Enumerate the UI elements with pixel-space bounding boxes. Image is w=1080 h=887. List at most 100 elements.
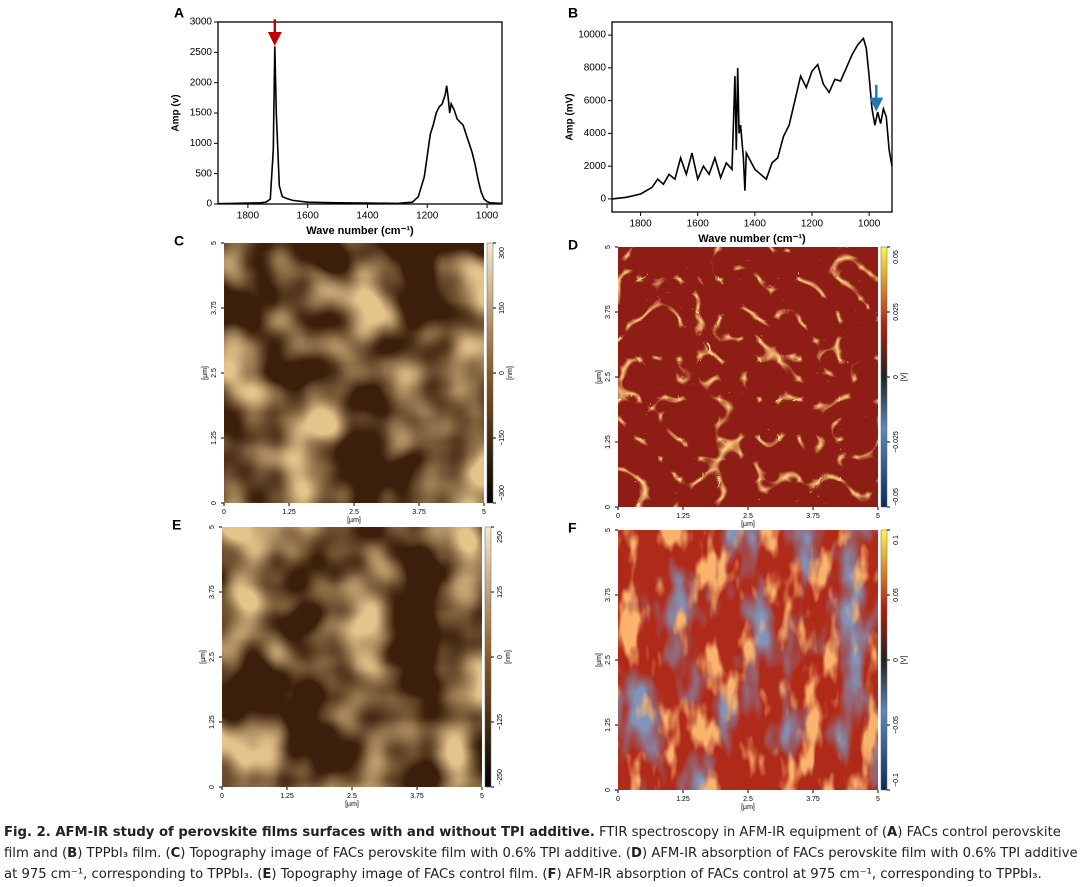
- colorbar-tick-label: −0.1: [893, 773, 900, 787]
- colorbar-unit: [V]: [901, 656, 908, 665]
- image-texture: [618, 530, 878, 790]
- y-tick-label: 0: [605, 788, 612, 792]
- colorbar-unit: [V]: [901, 373, 908, 382]
- x-tick-label: 2.5: [347, 793, 357, 800]
- y-tick-label: 5: [209, 525, 216, 529]
- y-tick-label: 500: [195, 168, 212, 179]
- colorbar-tick-label: 150: [499, 302, 506, 314]
- colorbar: [880, 529, 888, 791]
- colorbar-tick-label: 0: [499, 371, 506, 375]
- x-tick-label: 1.25: [282, 509, 296, 516]
- caption-run: FTIR spectroscopy in AFM-IR equipment of…: [594, 825, 888, 840]
- panel-label: E: [172, 517, 181, 533]
- caption-run: B: [67, 846, 78, 861]
- colorbar-tick-label: 0.05: [893, 588, 900, 602]
- y-tick-label: 0: [211, 501, 218, 505]
- x-unit: [µm]: [347, 517, 361, 524]
- colorbar-tick-label: −0.05: [893, 716, 900, 734]
- y-tick-label: 1.25: [211, 431, 218, 445]
- panel-label: A: [174, 5, 184, 21]
- x-tick-label: 0: [220, 793, 224, 800]
- x-tick-label: 1600: [297, 211, 320, 222]
- x-tick-label: 0: [616, 513, 620, 520]
- colorbar-tick-label: 250: [497, 531, 504, 543]
- panel-label: C: [174, 233, 184, 249]
- x-tick-label: 3.75: [806, 513, 820, 520]
- y-tick-label: 3000: [190, 17, 213, 28]
- y-tick-label: 1500: [190, 108, 213, 119]
- x-axis-label: Wave number (cm⁻¹): [306, 225, 414, 237]
- y-unit: [µm]: [202, 366, 209, 380]
- caption: Fig. 2. AFM-IR study of perovskite films…: [4, 822, 1078, 885]
- y-tick-label: 0: [209, 785, 216, 789]
- colorbar-tick-label: 300: [499, 247, 506, 259]
- y-tick-label: 2000: [190, 77, 213, 88]
- y-tick-label: 1.25: [605, 718, 612, 732]
- y-unit: [µm]: [200, 650, 207, 664]
- image-texture: [222, 527, 482, 787]
- x-tick-label: 0: [616, 796, 620, 803]
- colorbar-tick-label: −250: [497, 769, 504, 785]
- x-tick-label: 3.75: [806, 796, 820, 803]
- image-texture: [224, 243, 484, 503]
- colorbar-tick-label: 0.1: [893, 535, 900, 545]
- y-tick-label: 3.75: [605, 305, 612, 319]
- y-tick-label: 0: [206, 199, 212, 210]
- caption-run: D: [631, 846, 642, 861]
- y-tick-label: 8000: [584, 63, 607, 74]
- x-tick-label: 2.5: [743, 513, 753, 520]
- colorbar-tick-label: 0: [497, 655, 504, 659]
- spectrum-line: [611, 36, 893, 200]
- x-tick-label: 0: [222, 509, 226, 516]
- colorbar-tick-label: −150: [499, 430, 506, 446]
- y-axis-label: Amp (v): [171, 94, 182, 131]
- y-tick-label: 5: [605, 528, 612, 532]
- colorbar-tick-label: 0.05: [893, 250, 900, 264]
- x-tick-label: 5: [482, 509, 486, 516]
- y-tick-label: 1000: [190, 138, 213, 149]
- x-tick-label: 1800: [237, 211, 260, 222]
- y-tick-label: 2.5: [605, 655, 612, 665]
- x-tick-label: 1200: [801, 219, 824, 230]
- x-tick-label: 2.5: [349, 509, 359, 516]
- colorbar: [486, 242, 494, 504]
- y-tick-label: 2500: [190, 47, 213, 58]
- x-tick-label: 1600: [687, 219, 710, 230]
- y-tick-label: 0: [600, 194, 606, 205]
- x-tick-label: 1400: [744, 219, 767, 230]
- x-unit: [µm]: [345, 801, 359, 808]
- colorbar: [484, 526, 492, 788]
- panel-label: F: [568, 520, 577, 536]
- y-tick-label: 6000: [584, 95, 607, 106]
- y-unit: [µm]: [596, 653, 603, 667]
- colorbar-tick-label: 0: [893, 658, 900, 662]
- x-tick-label: 1.25: [280, 793, 294, 800]
- x-tick-label: 5: [876, 796, 880, 803]
- colorbar-tick-label: 125: [497, 586, 504, 598]
- panel-label: B: [568, 5, 578, 21]
- x-tick-label: 1000: [858, 219, 881, 230]
- colorbar-tick-label: −0.05: [893, 488, 900, 506]
- arrow: [267, 19, 282, 46]
- y-tick-label: 3.75: [605, 588, 612, 602]
- caption-run: ) FACs control perovskite film and (: [4, 825, 1066, 861]
- colorbar-tick-label: −300: [499, 485, 506, 501]
- spectrum-line: [217, 46, 503, 205]
- y-tick-label: 0: [605, 505, 612, 509]
- caption-run: ) Topography image of FACs perovskite fi…: [180, 846, 632, 861]
- x-tick-label: 5: [876, 513, 880, 520]
- caption-run: ) AFM-IR absorption of FACs perovskite f…: [4, 846, 1078, 882]
- y-tick-label: 1.25: [209, 715, 216, 729]
- caption-run: Fig. 2. AFM-IR study of perovskite films…: [4, 825, 595, 840]
- caption-run: C: [170, 846, 181, 861]
- y-tick-label: 2000: [584, 161, 607, 172]
- caption-run: F: [547, 867, 557, 882]
- y-tick-label: 5: [211, 241, 218, 245]
- x-tick-label: 5: [480, 793, 484, 800]
- colorbar-unit: [nm]: [507, 366, 514, 380]
- colorbar-tick-label: 0: [893, 375, 900, 379]
- x-axis-label: Wave number (cm⁻¹): [698, 233, 806, 245]
- caption-run: ) AFM-IR absorption of FACs control at 9…: [556, 867, 1042, 882]
